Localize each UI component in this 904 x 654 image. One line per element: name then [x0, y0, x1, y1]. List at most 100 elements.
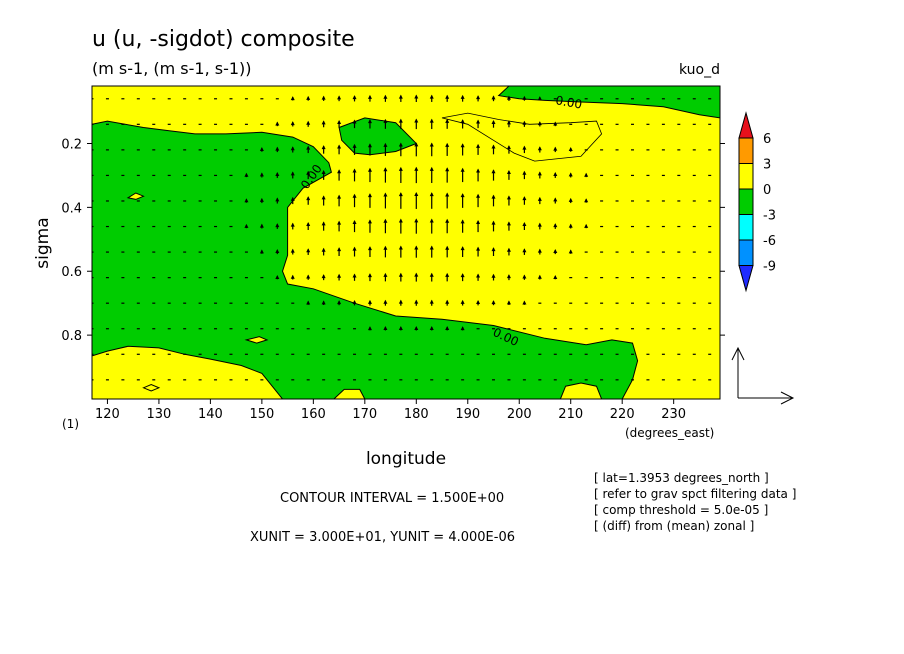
negative-region-near-top-east	[497, 86, 720, 119]
wind-vector-head	[352, 119, 357, 124]
wind-vector-head	[352, 193, 357, 198]
wind-vector-head	[445, 192, 450, 197]
wind-vector-head	[244, 223, 249, 228]
wind-vector-head	[306, 196, 311, 201]
wind-vector-head	[321, 274, 326, 279]
wind-vector-head	[429, 272, 434, 277]
wind-vector-head	[429, 142, 434, 147]
wind-vector-head	[491, 194, 496, 199]
wind-vector-head	[445, 142, 450, 147]
contour-label: 0.00	[554, 93, 583, 111]
wind-vector-head	[290, 121, 295, 126]
negative-region-western-mid-troposphere	[92, 120, 639, 399]
wind-vector-head	[522, 300, 527, 305]
wind-vector-head	[367, 119, 372, 124]
y-axis: 0.2 0.4 0.6 0.8	[61, 137, 725, 344]
contour-lines	[441, 112, 603, 162]
wind-vector-head	[506, 300, 511, 305]
wind-vector-head	[476, 193, 481, 198]
wind-vector-head	[321, 300, 326, 305]
wind-vector-head	[491, 220, 496, 225]
wind-vector-head	[290, 222, 295, 227]
wind-vector-head	[553, 197, 558, 202]
wind-vector-head	[584, 198, 589, 203]
wind-vector-head	[337, 300, 342, 305]
wind-vector-head	[306, 120, 311, 125]
colorbar-label: 3	[763, 158, 771, 173]
colorbar-label: 6	[763, 132, 771, 147]
wind-vector-head	[367, 193, 372, 198]
wind-vector-head	[522, 145, 527, 150]
note-filtering: [ refer to grav spct filtering data ]	[594, 487, 796, 501]
wind-vector-head	[476, 95, 481, 100]
positive-region-lower-mid-blob	[244, 336, 269, 344]
positive-region-bottom-center-east	[559, 382, 603, 399]
x-tick-label: 220	[610, 407, 635, 422]
wind-vector-head	[460, 94, 465, 99]
wind-vector-head	[290, 146, 295, 151]
wind-vector-head	[383, 218, 388, 223]
y-tick-label: 0.6	[61, 265, 82, 280]
chart-title: u (u, -sigdot) composite	[92, 27, 355, 52]
x-tick-label: 130	[147, 407, 172, 422]
wind-vector-head	[506, 274, 511, 279]
wind-vector-head	[383, 326, 388, 331]
wind-vector-head	[537, 274, 542, 279]
colorbar-label: -3	[763, 209, 776, 224]
corner-label: (1)	[62, 417, 79, 431]
wind-vector-head	[259, 223, 264, 228]
wind-vector-head	[445, 245, 450, 250]
x-tick-label: 150	[249, 407, 274, 422]
wind-vector-head	[445, 118, 450, 123]
plot-frame	[91, 85, 721, 400]
wind-vector-head	[383, 272, 388, 277]
vector-units: XUNIT = 3.000E+01, YUNIT = 4.000E-06	[250, 530, 515, 545]
wind-vector-head	[383, 94, 388, 99]
wind-vector-head	[306, 145, 311, 150]
wind-vector-head	[259, 172, 264, 177]
wind-vector-head	[537, 146, 542, 151]
x-tick-label: 140	[198, 407, 223, 422]
wind-vector-head	[506, 170, 511, 175]
wind-vector-head	[352, 299, 357, 304]
wind-vector-head	[553, 171, 558, 176]
wind-vector-head	[398, 94, 403, 99]
reference-vector	[731, 346, 795, 405]
negative-regions	[92, 86, 720, 399]
colorbar-swatch	[738, 188, 754, 215]
wind-vector-head	[383, 167, 388, 172]
wind-vector-head	[306, 95, 311, 100]
wind-vector-head	[275, 197, 280, 202]
wind-vector-head	[398, 166, 403, 171]
wind-vector-head	[506, 120, 511, 125]
x-tick-label: 180	[404, 407, 429, 422]
wind-vector-head	[522, 274, 527, 279]
wind-vector-head	[568, 197, 573, 202]
contour-line	[441, 112, 603, 162]
wind-vector-head	[568, 223, 573, 228]
wind-vector-head	[414, 245, 419, 250]
wind-vector-head	[321, 195, 326, 200]
wind-vector-head	[553, 274, 558, 279]
note-latitude: [ lat=1.3953 degrees_north ]	[594, 471, 769, 485]
wind-vector-head	[491, 119, 496, 124]
wind-vector-head	[429, 94, 434, 99]
wind-vector-head	[553, 223, 558, 228]
wind-vector-head	[337, 247, 342, 252]
wind-vector-head	[367, 94, 372, 99]
wind-vector-head	[476, 119, 481, 124]
x-tick-label: 210	[558, 407, 583, 422]
wind-vector-head	[522, 170, 527, 175]
wind-vector-head	[275, 223, 280, 228]
wind-vector-head	[537, 248, 542, 253]
wind-vector-head	[275, 274, 280, 279]
wind-vector-head	[244, 198, 249, 203]
wind-vector-head	[306, 274, 311, 279]
wind-vector-head	[337, 273, 342, 278]
wind-vector-head	[537, 121, 542, 126]
wind-vector-head	[506, 247, 511, 252]
wind-vector-head	[491, 144, 496, 149]
wind-vector-head	[337, 220, 342, 225]
wind-vector-head	[445, 272, 450, 277]
note-diff: [ (diff) from (mean) zonal ]	[594, 519, 754, 533]
